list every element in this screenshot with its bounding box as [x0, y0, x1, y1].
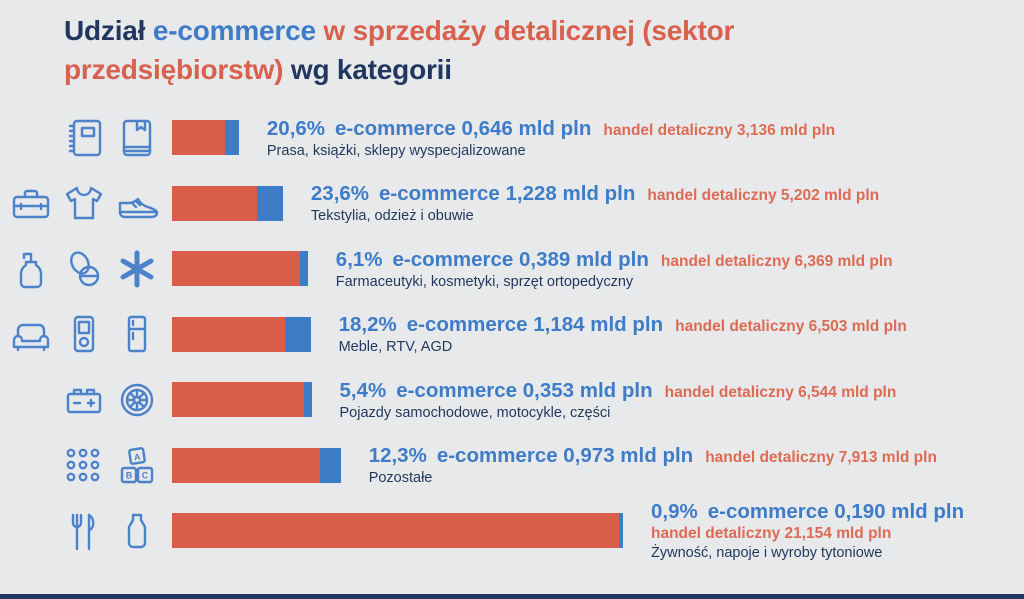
cutlery-icon [71, 513, 95, 550]
category-row-textiles: 23,6% e-commerce 1,228 mld pln handel de… [0, 171, 1024, 237]
car-battery-icon [66, 388, 102, 413]
share-percent: 5,4% [339, 378, 387, 402]
bar-ecommerce-segment [304, 382, 312, 418]
bar-ecommerce-segment [618, 513, 623, 549]
ecommerce-value: e-commerce 0,389 mld pln [392, 247, 649, 271]
category-row-other: A B C 12,3% e-commerce 0,973 mld pln han… [0, 433, 1024, 499]
category-label: Meble, RTV, AGD [338, 339, 453, 356]
category-row-vehicles: 5,4% e-commerce 0,353 mld pln handel det… [0, 367, 1024, 433]
retail-value: handel detaliczny 3,136 mld pln [603, 121, 836, 139]
bar [172, 447, 341, 483]
share-percent: 12,3% [368, 444, 427, 468]
category-label: Prasa, książki, sklepy wyspecjalizowane [266, 142, 526, 159]
bar-ecommerce-segment [299, 251, 308, 287]
title-segment: wg kategorii [290, 53, 452, 85]
svg-text:C: C [142, 471, 149, 481]
category-row-press-books: 20,6% e-commerce 0,646 mld pln handel de… [0, 105, 1024, 171]
bar-ecommerce-segment [285, 316, 311, 352]
category-icons: A B C [0, 443, 172, 487]
wheel-icon [120, 383, 154, 416]
category-row-food: 0,9% e-commerce 0,190 mld pln handel det… [0, 498, 1024, 564]
milk-bottle-icon [127, 513, 147, 548]
category-icons [0, 312, 172, 356]
ecommerce-value: e-commerce 0,353 mld pln [396, 378, 653, 402]
media-player-icon [73, 316, 95, 353]
category-row-furniture: 18,2% e-commerce 1,184 mld pln handel de… [0, 302, 1024, 368]
category-icons [0, 378, 172, 422]
pills-icon [70, 251, 100, 286]
retail-value: handel detaliczny 21,154 mld pln [651, 525, 892, 543]
ecommerce-value: e-commerce 1,228 mld pln [379, 182, 636, 206]
ecommerce-value: e-commerce 0,973 mld pln [436, 444, 694, 468]
medical-asterisk-icon [120, 250, 154, 288]
share-percent: 23,6% [310, 182, 370, 206]
svg-text:B: B [126, 471, 133, 481]
tshirt-icon [65, 187, 103, 220]
ecommerce-value: e-commerce 0,646 mld pln [335, 116, 592, 140]
category-icons [0, 509, 172, 553]
share-percent: 20,6% [266, 116, 326, 140]
bar [172, 316, 311, 352]
sneaker-icon [118, 198, 159, 219]
title-segment: Udział [64, 15, 153, 46]
book-icon [122, 119, 152, 156]
category-label: Pojazdy samochodowe, motocykle, części [339, 404, 611, 421]
bar [172, 120, 239, 156]
retail-value: handel detaliczny 7,913 mld pln [705, 449, 937, 467]
category-label: Farmaceutyki, kosmetyki, sprzęt ortopedy… [335, 273, 634, 290]
bar [172, 251, 308, 287]
share-percent: 6,1% [335, 247, 383, 271]
toolbox-icon [12, 190, 50, 219]
category-icons [0, 116, 172, 160]
bar-ecommerce-segment [256, 185, 283, 221]
pump-bottle-icon [19, 252, 43, 288]
category-row-pharma: 6,1% e-commerce 0,389 mld pln handel det… [0, 236, 1024, 302]
bar [172, 513, 623, 549]
svg-text:A: A [133, 452, 141, 463]
dots-grid-icon [66, 448, 100, 482]
category-label: Żywność, napoje i wyroby tytoniowe [651, 545, 883, 562]
retail-value: handel detaliczny 6,503 mld pln [675, 318, 907, 336]
category-label: Tekstylia, odzież i obuwie [310, 208, 474, 225]
bar [172, 185, 283, 221]
category-label: Pozostałe [368, 470, 433, 487]
ecommerce-value: e-commerce 1,184 mld pln [406, 313, 664, 337]
ecommerce-value: e-commerce 0,190 mld pln [707, 500, 965, 524]
page-title: Udział e-commerce w sprzedaży detaliczne… [64, 12, 876, 89]
abc-blocks-icon: A B C [120, 447, 154, 484]
notebook-icon [68, 119, 102, 156]
fridge-icon [127, 316, 147, 353]
bottom-accent-strip [0, 594, 1024, 599]
share-percent: 18,2% [338, 313, 397, 337]
chart-rows: 20,6% e-commerce 0,646 mld pln handel de… [0, 105, 1024, 564]
bar [172, 382, 312, 418]
title-segment: e-commerce [152, 15, 324, 46]
retail-value: handel detaliczny 6,544 mld pln [664, 383, 897, 401]
bar-ecommerce-segment [225, 120, 239, 156]
bar-ecommerce-segment [319, 447, 341, 483]
retail-value: handel detaliczny 5,202 mld pln [647, 187, 880, 205]
sofa-icon [12, 324, 50, 352]
category-icons [0, 247, 172, 291]
retail-value: handel detaliczny 6,369 mld pln [660, 252, 893, 270]
share-percent: 0,9% [651, 500, 698, 524]
category-icons [0, 181, 172, 225]
title-segment: w sprzedaży detalicznej (sektor przedsię… [64, 15, 735, 85]
